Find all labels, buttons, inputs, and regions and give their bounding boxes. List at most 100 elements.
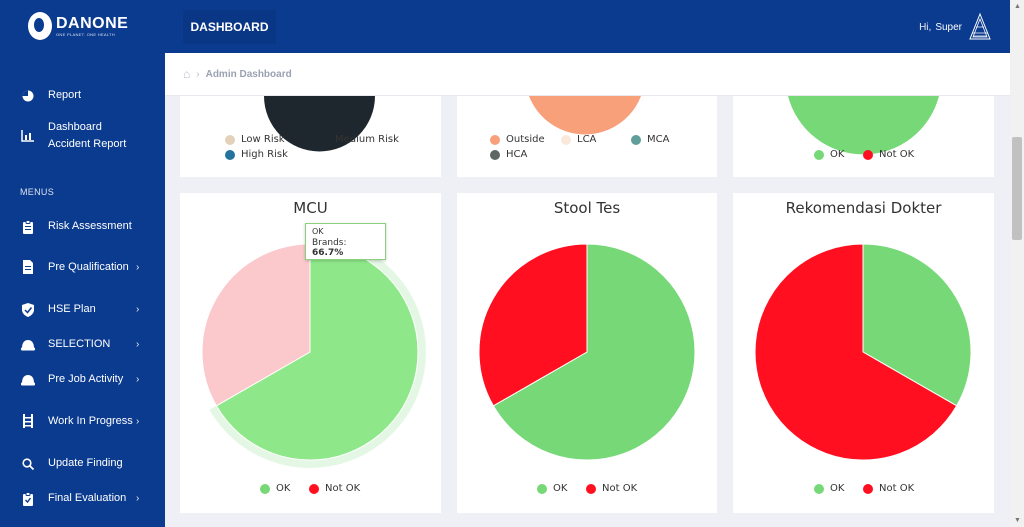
chevron-right-icon: › [136,261,140,273]
area-category-pie [529,96,641,135]
legend-item-lca[interactable]: LCA [561,134,596,145]
legend-dot [814,149,824,160]
chevron-right-icon: › [136,304,140,315]
legend-dot [490,149,500,160]
home-icon[interactable]: ⌂ [183,67,191,81]
sidebar-item-work-in-progress[interactable]: Work In Progress › [0,404,165,438]
rekomendasi-dokter-pie-chart [754,243,972,461]
sidebar-item-pre-qualification[interactable]: Pre Qualification › [0,250,165,284]
chevron-right-icon: › [136,339,140,350]
legend-label: Not OK [325,483,361,494]
tooltip-value: 66.7% [312,248,344,258]
sidebar-item-risk-assessment[interactable]: Risk Assessment [0,218,165,235]
dashboard-tab[interactable]: DASHBOARD [183,10,276,44]
pie-chart-icon [21,89,35,103]
legend-item-ok[interactable]: OK [537,483,567,494]
legend-label: MCA [647,134,670,145]
ok-status-pie [788,96,939,155]
sidebar-item-hse-plan[interactable]: HSE Plan › [0,301,165,318]
legend-item-ok[interactable]: OK [814,483,844,494]
legend-dot [863,483,873,494]
ladder-icon [21,414,35,428]
legend-dot [537,483,547,494]
chart-tooltip: OK Brands: 66.7% [305,223,386,260]
danone-logo-icon [28,12,52,40]
pie-slice-medium-risk [264,96,375,152]
pie-slice-ok[interactable] [215,243,419,461]
legend-item-hca[interactable]: HCA [490,149,527,160]
pie-slice-not-ok[interactable] [478,243,588,407]
sidebar-item-report[interactable]: Report [0,87,165,104]
chart-title: Rekomendasi Dokter [785,199,942,217]
search-icon [21,457,35,471]
legend-label: Not OK [879,483,915,494]
chart-title: Stool Tes [553,199,621,217]
pie-slice-ok [788,96,939,155]
sidebar-item-label: HSE Plan [48,303,96,315]
legend-item-not-ok[interactable]: Not OK [863,483,914,494]
legend-item-mca[interactable]: MCA [631,134,669,145]
legend-dot [490,134,500,145]
legend-dot [309,483,319,494]
chart-title: MCU [293,199,328,217]
risk-level-card: Low Risk Medium Risk High Risk [180,96,441,177]
tooltip-label: Brands: [312,238,347,248]
chevron-right-icon: › [136,415,140,427]
clipboard-icon [21,219,35,234]
pie-slice-outside [529,96,641,135]
legend-dot [225,134,235,145]
legend-item-medium-risk[interactable]: Medium Risk [319,134,399,145]
legend-item-low-risk[interactable]: Low Risk [225,134,285,145]
sidebar-section-label: MENUS [20,187,55,197]
sidebar-item-update-finding[interactable]: Update Finding [0,455,165,472]
page-scrollbar[interactable]: ▲ ▼ [1010,0,1024,527]
rekomendasi-dokter-chart-card: Rekomendasi Dokter OK Not OK [733,193,994,513]
legend-label: Medium Risk [335,134,399,145]
ok-status-card: OK Not OK [733,96,994,177]
legend-dot [260,483,270,494]
legend-label: OK [830,149,845,160]
pie-slice-not-ok[interactable] [201,243,311,407]
brand-tagline: ONE PLANET. ONE HEALTH [56,31,115,37]
sidebar-item-selection[interactable]: SELECTION › [0,336,165,353]
legend-dot [586,483,596,494]
user-menu[interactable]: Hi, Super [919,12,992,41]
legend-item-not-ok[interactable]: Not OK [309,483,360,494]
sidebar-item-pre-job-activity[interactable]: Pre Job Activity › [0,371,165,388]
document-icon [21,260,35,274]
chevron-right-icon: › [136,374,140,385]
legend-label: High Risk [241,149,288,160]
legend-dot [561,134,571,145]
stool-tes-chart-card: Stool Tes OK Not OK [457,193,717,513]
pie-slice-not-ok[interactable] [754,243,958,461]
user-greeting: Hi, [919,21,932,33]
legend-label: HCA [506,149,528,160]
legend-item-ok[interactable]: OK [260,483,290,494]
user-avatar-icon [969,12,991,40]
pie-slice-ok[interactable] [492,243,696,461]
legend-item-not-ok[interactable]: Not OK [586,483,637,494]
legend-dot [319,134,329,145]
legend-item-ok[interactable]: OK [814,149,844,160]
scroll-down-arrow-icon[interactable]: ▼ [1014,517,1021,524]
breadcrumb: ⌂ › Admin Dashboard [165,53,1010,96]
sidebar-item-label: Pre Qualification [48,260,129,273]
legend-label: OK [553,483,568,494]
legend-item-high-risk[interactable]: High Risk [225,149,288,160]
danone-logo[interactable]: DANONE ONE PLANET. ONE HEALTH [28,12,128,40]
brand-name: DANONE [56,14,129,32]
area-category-card: Outside LCA MCA HCA [457,96,717,177]
scrollbar-thumb[interactable] [1012,137,1022,240]
legend-item-outside[interactable]: Outside [490,134,545,145]
breadcrumb-current: Admin Dashboard [205,68,292,80]
clipboard-check-icon [21,491,35,506]
sidebar-item-label: Work In Progress [48,414,133,427]
legend-item-not-ok[interactable]: Not OK [863,149,914,160]
legend-label: OK [830,483,845,494]
legend-dot [863,149,873,160]
pie-slice-ok[interactable] [862,243,972,407]
sidebar-item-final-evaluation[interactable]: Final Evaluation › [0,490,165,507]
sidebar-item-dashboard-accident-report[interactable]: Dashboard Accident Report [0,119,165,153]
scroll-up-arrow-icon[interactable]: ▲ [1014,3,1021,10]
helmet-icon [21,373,35,387]
